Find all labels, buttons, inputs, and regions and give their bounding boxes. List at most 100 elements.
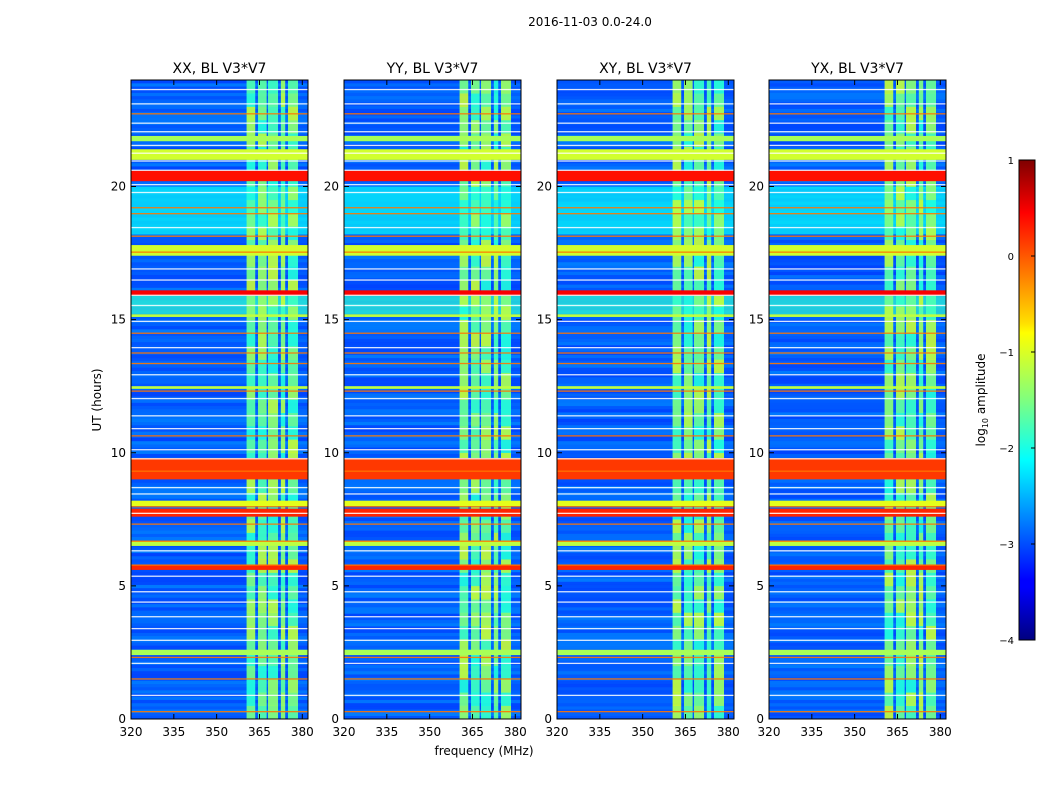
noise-row: [769, 262, 946, 266]
rfi-cell: [246, 93, 256, 107]
y-tick-label: 15: [749, 313, 764, 327]
noise-row: [557, 345, 734, 349]
rfi-cell: [896, 412, 905, 427]
noise-row: [769, 642, 946, 646]
rfi-cell: [884, 705, 894, 720]
rfi-cell: [694, 572, 705, 587]
rfi-cell: [706, 665, 712, 680]
time-band: [131, 135, 308, 142]
rfi-cell: [896, 159, 905, 174]
time-band: [557, 540, 734, 546]
noise-row: [769, 680, 946, 685]
rfi-cell: [493, 199, 499, 214]
noise-row: [131, 399, 308, 403]
flag-line: [769, 235, 946, 237]
flag-line: [557, 458, 734, 460]
noise-row: [557, 699, 734, 704]
rfi-cell: [501, 479, 512, 493]
noise-row: [769, 632, 946, 637]
noise-row: [131, 706, 308, 710]
flag-lines: [769, 88, 946, 713]
rfi-cell: [268, 386, 279, 400]
rfi-cell: [268, 80, 279, 94]
rfi-cell: [672, 439, 682, 454]
flag-line: [131, 268, 308, 270]
rfi-cell: [694, 359, 705, 374]
rfi-cell: [246, 306, 256, 320]
x-tick-label: 350: [418, 725, 441, 739]
rfi-cell: [714, 293, 725, 307]
noise-row: [131, 610, 308, 614]
noise-row: [557, 163, 734, 167]
rfi-cell: [493, 293, 499, 307]
rfi-cell: [481, 186, 492, 201]
rfi-cell: [694, 679, 705, 693]
noise-row: [557, 405, 734, 410]
rfi-cell: [884, 119, 894, 134]
elevated-range: [769, 186, 946, 235]
flag-line: [344, 678, 521, 680]
flag-line: [131, 169, 308, 171]
flag-line: [344, 268, 521, 270]
y-tick-label: 5: [331, 579, 339, 593]
noise-row: [769, 367, 946, 371]
flag-line: [131, 512, 308, 514]
rfi-cell: [268, 412, 279, 427]
noise-row: [344, 703, 521, 707]
rfi-cell: [471, 426, 480, 440]
noise-row: [344, 357, 521, 362]
rfi-cell: [459, 639, 469, 653]
rfi-cell: [906, 412, 917, 427]
flag-line: [769, 304, 946, 307]
rfi-cell: [714, 359, 725, 374]
rfi-cell: [280, 679, 286, 693]
rfi-cell: [459, 119, 469, 134]
rfi-cell: [493, 213, 499, 227]
flag-line: [131, 294, 308, 296]
rfi-cell: [258, 599, 267, 613]
noise-row: [344, 316, 521, 320]
noise-row: [344, 326, 521, 330]
noise-row: [557, 380, 734, 384]
noise-row: [769, 444, 946, 448]
rfi-cell: [896, 226, 905, 241]
time-band: [344, 135, 521, 142]
time-band: [769, 135, 946, 142]
noise-row: [344, 546, 521, 550]
panel-title: YY, BL V3*V7: [386, 61, 479, 77]
rfi-cell: [481, 253, 492, 267]
noise-row: [131, 546, 308, 550]
noise-row: [557, 335, 734, 339]
flag-line: [557, 435, 734, 437]
flag-lines: [344, 88, 521, 713]
noise-row: [557, 364, 734, 368]
rfi-cell: [918, 159, 924, 174]
rfi-cell: [684, 293, 693, 307]
rfi-cell: [706, 412, 712, 427]
rfi-cell: [926, 625, 937, 640]
rfi-cell: [246, 293, 256, 307]
noise-row: [769, 326, 946, 330]
rfi-cell: [684, 306, 693, 320]
rfi-cell: [672, 93, 682, 107]
rfi-cell: [884, 612, 894, 627]
noise-row: [557, 118, 734, 122]
rfi-cell: [459, 412, 469, 427]
rfi-cell: [268, 226, 279, 241]
rfi-cell: [258, 119, 267, 134]
noise-row: [769, 715, 946, 720]
rfi-cell: [684, 692, 693, 706]
flag-line: [131, 191, 308, 194]
rfi-cell: [906, 399, 917, 414]
noise-row: [769, 607, 946, 611]
flag-line: [131, 320, 308, 323]
rfi-cell: [926, 492, 937, 507]
rfi-cell: [501, 186, 512, 201]
noise-row: [557, 281, 734, 285]
flag-line: [131, 616, 308, 618]
time-band: [769, 564, 946, 570]
rfi-cell: [493, 399, 499, 414]
noise-row: [557, 83, 734, 87]
rfi-cell: [481, 532, 492, 547]
